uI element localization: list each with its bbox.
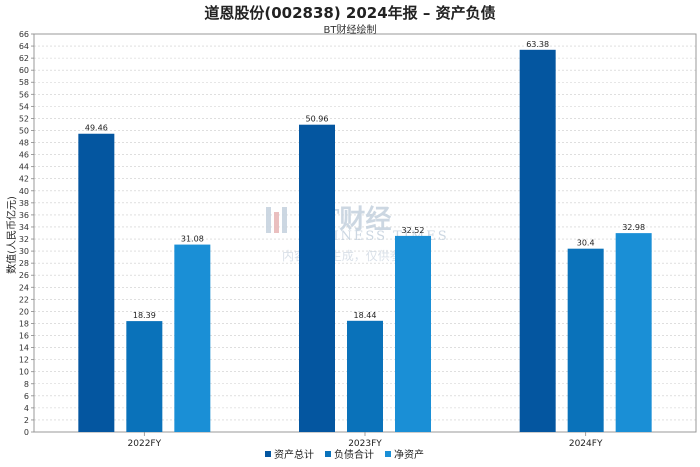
y-tick-label: 28	[19, 259, 29, 268]
legend-swatch	[385, 451, 391, 457]
y-tick-label: 0	[24, 428, 29, 437]
chart-title: 道恩股份(002838) 2024年报 – 资产负债	[204, 4, 496, 22]
y-tick-label: 46	[19, 151, 29, 160]
y-tick-label: 24	[19, 283, 29, 292]
y-tick-label: 22	[19, 295, 29, 304]
data-label: 18.44	[354, 311, 377, 320]
data-label: 50.96	[306, 115, 329, 124]
y-tick-label: 4	[24, 404, 29, 413]
y-tick-label: 26	[19, 271, 29, 280]
x-tick-label: 2022FY	[128, 439, 162, 449]
bar	[126, 321, 163, 432]
y-tick-label: 20	[19, 307, 29, 316]
legend-swatch	[265, 451, 271, 457]
y-tick-label: 54	[19, 102, 29, 111]
data-label: 18.39	[133, 311, 156, 320]
y-tick-label: 12	[19, 356, 29, 365]
y-tick-label: 48	[19, 139, 29, 148]
y-tick-label: 6	[24, 392, 29, 401]
bar	[615, 233, 652, 432]
bar	[519, 49, 556, 433]
legend-label: 净资产	[394, 448, 424, 461]
bar	[395, 235, 431, 432]
legend-label: 资产总计	[274, 448, 314, 461]
data-label: 32.98	[622, 223, 645, 232]
data-label: 30.4	[577, 239, 595, 248]
bar	[174, 244, 211, 432]
y-tick-label: 52	[19, 114, 29, 123]
y-tick-label: 2	[24, 416, 29, 425]
data-label: 63.38	[526, 40, 549, 49]
bar	[78, 133, 115, 432]
y-tick-label: 58	[19, 78, 29, 87]
legend-label: 负债合计	[334, 448, 374, 461]
y-tick-label: 38	[19, 199, 29, 208]
watermark-logo-bar-3	[282, 207, 287, 233]
legend-swatch	[325, 451, 331, 457]
y-tick-label: 42	[19, 175, 29, 184]
axes: 0246810121416182022242628303234363840424…	[19, 30, 697, 449]
y-tick-label: 40	[19, 187, 29, 196]
watermark-logo-bar-2	[274, 212, 279, 233]
y-tick-label: 8	[24, 380, 29, 389]
y-tick-label: 10	[19, 368, 29, 377]
x-tick-label: 2023FY	[348, 439, 382, 449]
data-label: 32.52	[402, 226, 425, 235]
y-tick-label: 66	[19, 30, 29, 39]
legend: 资产总计 负债合计 净资产	[265, 448, 424, 461]
bars: 49.46 18.39 31.08 50.96 18.44 32.52 63.38 30.4 3…	[78, 40, 652, 433]
y-tick-label: 50	[19, 126, 29, 135]
y-tick-label: 36	[19, 211, 29, 220]
bar	[347, 320, 383, 432]
y-tick-label: 34	[19, 223, 29, 232]
chart-subtitle: BT财经绘制	[323, 25, 377, 36]
bar	[299, 124, 335, 433]
bar	[567, 248, 604, 432]
data-label: 31.08	[181, 235, 204, 244]
y-tick-label: 60	[19, 66, 29, 75]
y-tick-label: 44	[19, 163, 29, 172]
data-label: 49.46	[85, 124, 108, 133]
y-tick-label: 62	[19, 54, 29, 63]
y-tick-label: 18	[19, 319, 29, 328]
y-tick-label: 56	[19, 90, 29, 99]
y-tick-label: 14	[19, 344, 29, 353]
x-tick-label: 2024FY	[569, 439, 603, 449]
y-tick-label: 32	[19, 235, 29, 244]
y-tick-label: 64	[19, 42, 29, 51]
y-axis-label: 数值(人民币亿元)	[5, 196, 18, 274]
watermark-logo-bar-1	[266, 207, 271, 233]
y-tick-label: 16	[19, 332, 29, 341]
y-tick-label: 30	[19, 247, 29, 256]
